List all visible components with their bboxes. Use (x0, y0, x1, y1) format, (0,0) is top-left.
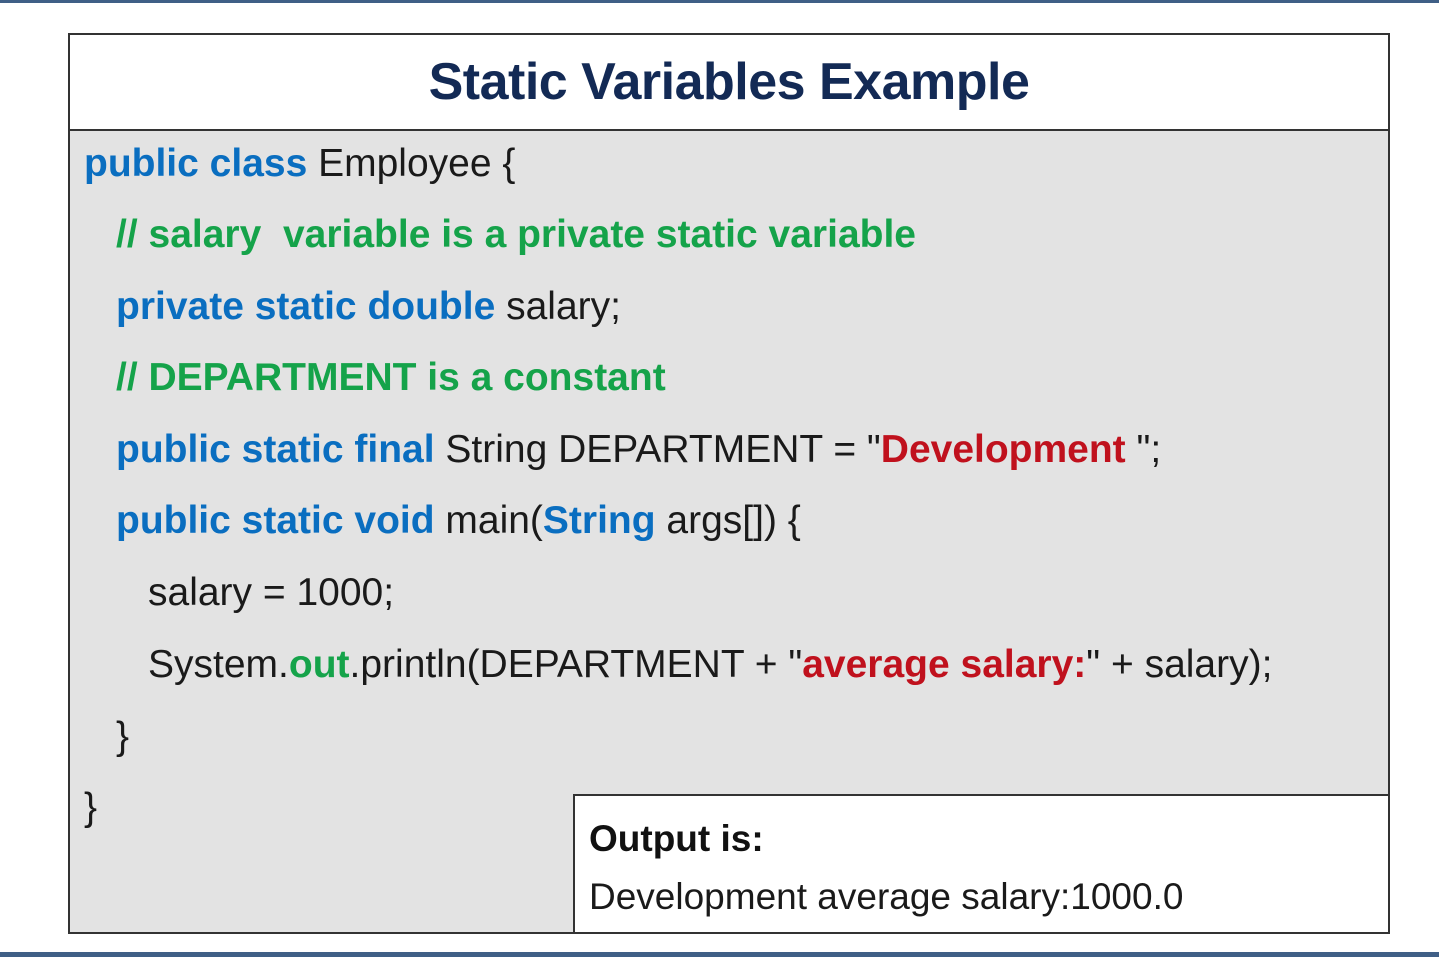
code-token: main( (435, 499, 543, 542)
keyword-token: private static double (116, 285, 495, 328)
string-token: Development (881, 428, 1137, 471)
keyword-token: public static void (116, 499, 435, 542)
code-line-2: // salary variable is a private static v… (116, 215, 916, 254)
top-rule (0, 0, 1439, 3)
code-line-8: System.out.println(DEPARTMENT + "average… (148, 645, 1272, 684)
code-line-5: public static final String DEPARTMENT = … (116, 430, 1161, 469)
code-token: } (116, 715, 129, 758)
string-token: average salary: (802, 643, 1086, 686)
code-token: " + salary); (1086, 643, 1272, 686)
output-box: Output is: Development average salary:10… (573, 794, 1388, 932)
code-token: } (84, 786, 97, 829)
code-line-9: } (116, 717, 129, 756)
output-heading: Output is: (589, 818, 764, 860)
code-line-10: } (84, 788, 97, 827)
code-panel: Static Variables Example public class Em… (68, 33, 1390, 934)
code-token: .println(DEPARTMENT + " (350, 643, 803, 686)
comment-token: // DEPARTMENT is a constant (116, 356, 666, 399)
keyword-token: public static final (116, 428, 435, 471)
code-token: System. (148, 643, 289, 686)
output-value: Development average salary:1000.0 (589, 876, 1183, 918)
code-line-3: private static double salary; (116, 287, 621, 326)
title-bar: Static Variables Example (70, 35, 1388, 131)
code-line-1: public class Employee { (84, 144, 515, 183)
code-token: salary; (495, 285, 621, 328)
code-line-4: // DEPARTMENT is a constant (116, 358, 666, 397)
code-token: "; (1137, 428, 1162, 471)
code-token: String DEPARTMENT = " (435, 428, 881, 471)
code-line-6: public static void main(String args[]) { (116, 501, 801, 540)
code-line-7: salary = 1000; (148, 573, 394, 612)
code-token: args[]) { (656, 499, 801, 542)
bottom-rule (0, 952, 1439, 957)
field-token: out (289, 643, 350, 686)
comment-token: // salary variable is a private static v… (116, 213, 916, 256)
keyword-token: public class (84, 142, 307, 185)
code-token: salary = 1000; (148, 571, 394, 614)
keyword-token: String (543, 499, 656, 542)
code-token: Employee { (307, 142, 515, 185)
page-title: Static Variables Example (429, 52, 1030, 112)
